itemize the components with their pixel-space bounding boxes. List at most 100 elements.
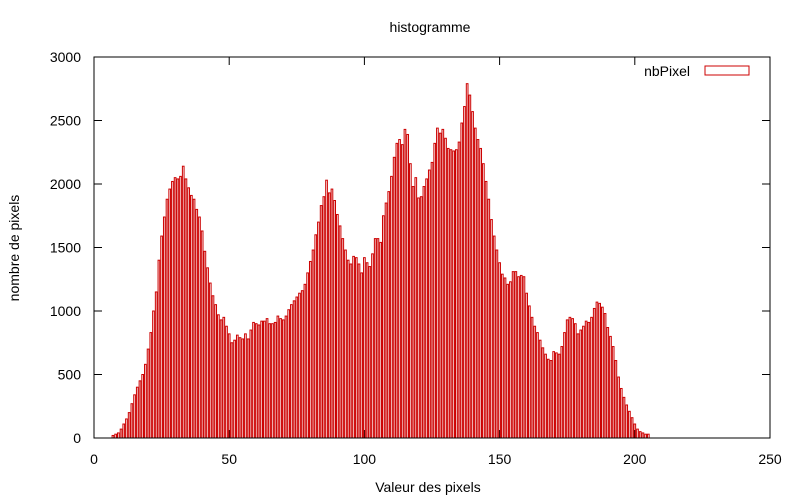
histogram-bar (544, 353, 547, 439)
histogram-bar (308, 260, 312, 439)
histogram-bar (571, 318, 574, 439)
histogram-bar (217, 314, 220, 439)
histogram-bar (430, 161, 434, 439)
histogram-bar (457, 141, 461, 439)
histogram-bar (584, 320, 588, 439)
histogram-bar (452, 150, 455, 439)
histogram-bar (135, 386, 139, 439)
histogram-bar (187, 187, 190, 439)
histogram-bar (552, 351, 556, 439)
histogram-bar (587, 321, 591, 439)
histogram-bar (322, 196, 326, 439)
histogram-bar (398, 139, 401, 439)
histogram-bar (628, 410, 631, 439)
histogram-bar (411, 186, 415, 439)
histogram-bar (498, 262, 501, 439)
histogram-bar (646, 433, 650, 439)
histogram-bar (601, 306, 604, 439)
histogram-bar (609, 335, 612, 439)
y-tick-label: 2500 (50, 113, 81, 129)
histogram-bar (406, 133, 410, 439)
histogram-bar (168, 188, 172, 439)
histogram-bar (541, 347, 545, 439)
histogram-bar (522, 276, 526, 439)
histogram-bar (173, 177, 177, 439)
histogram-bar (349, 263, 353, 439)
histogram-bar (306, 272, 309, 439)
y-axis-label: nombre de pixels (6, 195, 22, 302)
histogram-bar (125, 418, 128, 439)
histogram-bar (211, 295, 215, 439)
histogram-bar (625, 404, 629, 439)
histogram-bar (438, 132, 442, 439)
histogram-bar (246, 338, 250, 439)
histogram-bar (409, 163, 412, 439)
histogram-bar (433, 142, 437, 439)
x-tick-label: 50 (221, 451, 237, 467)
histogram-bar (222, 316, 226, 439)
histogram-bar (441, 128, 445, 439)
histogram-bar (344, 249, 347, 439)
histogram-bar (338, 225, 342, 439)
histogram-bar (357, 263, 361, 439)
histogram-bar (214, 304, 218, 439)
histogram-bar (379, 241, 382, 439)
histogram-bar (365, 262, 369, 439)
histogram-bar (563, 332, 566, 439)
histogram-bar (271, 323, 274, 439)
histogram-bar (506, 283, 510, 439)
histogram-bar (617, 376, 620, 439)
histogram-bar (284, 315, 288, 439)
histogram-bar (392, 156, 396, 439)
x-tick-label: 100 (353, 451, 377, 467)
y-tick-label: 1500 (50, 240, 81, 256)
histogram-bar (603, 313, 607, 439)
histogram-bar (241, 338, 245, 439)
histogram-bar (525, 292, 528, 439)
histogram-bar (249, 329, 253, 439)
histogram-bar (414, 177, 418, 439)
histogram-bar (133, 394, 136, 439)
histogram-bar (555, 352, 558, 439)
histogram-bar (546, 358, 550, 439)
histogram-bar (227, 333, 231, 439)
histogram-bar (606, 327, 610, 439)
histogram-bar (390, 175, 393, 439)
histogram-bar (630, 417, 634, 439)
histogram-bar (130, 403, 134, 439)
histogram-bar (254, 323, 258, 439)
histogram-bar (395, 142, 399, 439)
histogram-bar (268, 323, 272, 439)
histogram-bar (449, 149, 453, 439)
histogram-bar (371, 253, 374, 439)
histogram-bar (119, 428, 123, 439)
histogram-bar (327, 192, 331, 439)
histogram-bar (179, 175, 182, 439)
histogram-bar (387, 191, 391, 439)
y-tick-label: 3000 (50, 49, 81, 65)
histogram-bar (273, 321, 277, 439)
histogram-bar (276, 315, 280, 439)
histogram-bar (233, 339, 236, 439)
histogram-bar (579, 329, 583, 439)
histogram-bar (235, 334, 239, 439)
histogram-bar (425, 178, 428, 439)
histogram-bar (298, 292, 301, 439)
histogram-bar (576, 333, 580, 439)
histogram-bar (319, 205, 323, 439)
histogram-bar (346, 259, 350, 439)
histogram-bar (436, 127, 439, 439)
x-tick-label: 150 (488, 451, 512, 467)
histogram-bar (473, 127, 477, 439)
histogram-bar (165, 198, 169, 439)
histogram-bar (281, 319, 285, 439)
histogram-bar (533, 325, 537, 439)
histogram-bar (614, 360, 618, 439)
histogram-bar (192, 198, 196, 439)
histogram-bar (592, 307, 596, 439)
histogram-bar (384, 202, 388, 439)
legend-label-nbpixel: nbPixel (644, 63, 690, 79)
histogram-bar (417, 197, 420, 439)
histogram-bar (208, 282, 212, 439)
